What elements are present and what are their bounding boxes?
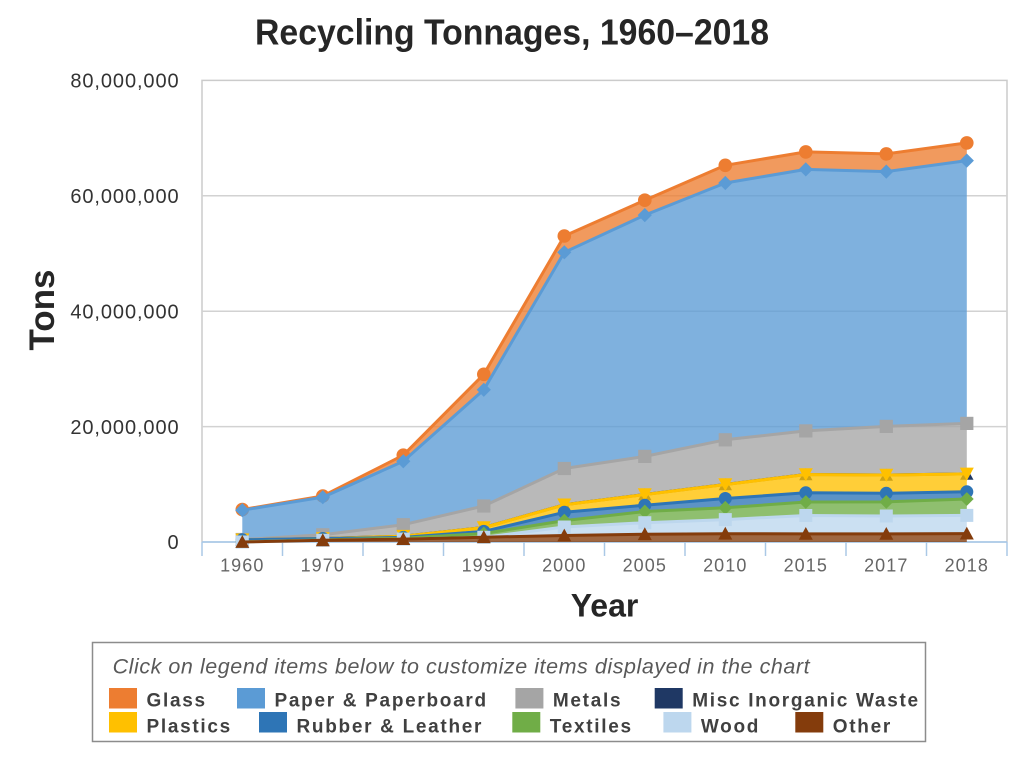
svg-text:Rubber & Leather: Rubber & Leather xyxy=(297,716,484,737)
svg-text:80,000,000: 80,000,000 xyxy=(70,71,179,93)
svg-text:40,000,000: 40,000,000 xyxy=(70,301,179,323)
svg-text:Textiles: Textiles xyxy=(550,716,633,737)
svg-text:2017: 2017 xyxy=(864,556,908,576)
svg-text:Misc Inorganic Waste: Misc Inorganic Waste xyxy=(692,690,920,711)
svg-text:1960: 1960 xyxy=(220,556,264,576)
svg-text:1970: 1970 xyxy=(301,556,345,576)
svg-text:Paper & Paperboard: Paper & Paperboard xyxy=(275,690,488,711)
svg-text:Tons: Tons xyxy=(23,269,62,350)
svg-text:Wood: Wood xyxy=(701,716,760,737)
svg-text:Recycling Tonnages, 1960–2018: Recycling Tonnages, 1960–2018 xyxy=(255,12,769,53)
svg-text:2018: 2018 xyxy=(945,556,989,576)
svg-text:Year: Year xyxy=(571,588,639,624)
svg-text:Other: Other xyxy=(833,716,892,737)
svg-text:2000: 2000 xyxy=(542,556,586,576)
svg-text:Click on legend items below to: Click on legend items below to customize… xyxy=(113,655,811,679)
svg-text:2015: 2015 xyxy=(784,556,828,576)
svg-text:0: 0 xyxy=(167,532,179,554)
svg-text:20,000,000: 20,000,000 xyxy=(70,417,179,439)
svg-text:60,000,000: 60,000,000 xyxy=(70,186,179,208)
svg-text:Glass: Glass xyxy=(147,690,207,711)
svg-text:2010: 2010 xyxy=(703,556,747,576)
svg-text:1980: 1980 xyxy=(381,556,425,576)
svg-text:2005: 2005 xyxy=(623,556,667,576)
svg-text:Metals: Metals xyxy=(553,690,622,711)
svg-text:Plastics: Plastics xyxy=(147,716,232,737)
svg-text:1990: 1990 xyxy=(462,556,506,576)
